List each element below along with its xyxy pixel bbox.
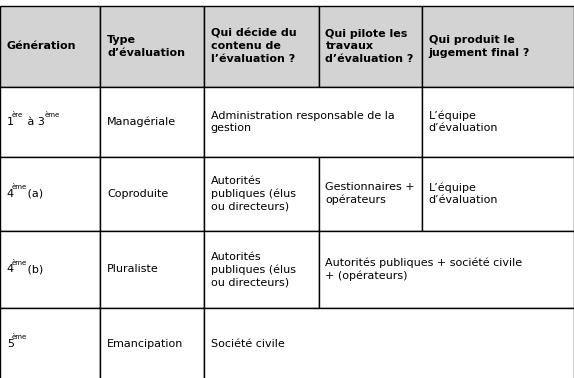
Bar <box>422 157 574 231</box>
Text: à 3: à 3 <box>24 117 45 127</box>
Text: Qui pilote les
travaux
d’évaluation ?: Qui pilote les travaux d’évaluation ? <box>325 29 414 64</box>
Text: Autorités publiques + société civile
+ (opérateurs): Autorités publiques + société civile + (… <box>325 257 522 281</box>
Text: (a): (a) <box>24 189 43 199</box>
Bar <box>319 231 574 308</box>
Text: 4: 4 <box>7 189 14 199</box>
Bar <box>100 231 204 308</box>
Bar <box>100 157 204 231</box>
Bar <box>0 87 100 157</box>
Text: 5: 5 <box>7 339 14 349</box>
Text: L’équipe
d’évaluation: L’équipe d’évaluation <box>429 182 498 205</box>
Text: Emancipation: Emancipation <box>107 339 184 349</box>
Bar <box>0 6 100 87</box>
Bar <box>100 308 204 378</box>
Text: Type
d’évaluation: Type d’évaluation <box>107 35 185 57</box>
Bar <box>100 6 204 87</box>
Text: Administration responsable de la
gestion: Administration responsable de la gestion <box>211 111 394 133</box>
Bar <box>422 6 574 87</box>
Text: Gestionnaires +
opérateurs: Gestionnaires + opérateurs <box>325 182 415 205</box>
Text: ème: ème <box>12 334 28 340</box>
Text: Coproduite: Coproduite <box>107 189 169 199</box>
Text: ème: ème <box>45 112 60 118</box>
Bar <box>100 87 204 157</box>
Text: Qui produit le
jugement final ?: Qui produit le jugement final ? <box>429 35 530 57</box>
Text: 1: 1 <box>7 117 14 127</box>
Text: ème: ème <box>12 184 28 190</box>
Text: Pluraliste: Pluraliste <box>107 264 159 274</box>
Bar <box>319 6 422 87</box>
Text: (b): (b) <box>24 264 44 274</box>
Text: L’équipe
d’évaluation: L’équipe d’évaluation <box>429 110 498 133</box>
Bar <box>204 157 319 231</box>
Text: ème: ème <box>12 260 28 265</box>
Text: Autorités
publiques (élus
ou directeurs): Autorités publiques (élus ou directeurs) <box>211 252 296 287</box>
Text: Qui décide du
contenu de
l’évaluation ?: Qui décide du contenu de l’évaluation ? <box>211 29 296 64</box>
Bar <box>204 308 574 378</box>
Text: 4: 4 <box>7 264 14 274</box>
Text: Autorités
publiques (élus
ou directeurs): Autorités publiques (élus ou directeurs) <box>211 176 296 211</box>
Text: Managériale: Managériale <box>107 117 176 127</box>
Bar <box>422 87 574 157</box>
Bar <box>204 87 422 157</box>
Bar <box>0 157 100 231</box>
Text: ère: ère <box>12 112 24 118</box>
Bar <box>0 231 100 308</box>
Bar <box>204 6 319 87</box>
Bar <box>319 157 422 231</box>
Bar <box>0 308 100 378</box>
Text: Société civile: Société civile <box>211 339 284 349</box>
Text: Génération: Génération <box>7 41 76 51</box>
Bar <box>204 231 319 308</box>
